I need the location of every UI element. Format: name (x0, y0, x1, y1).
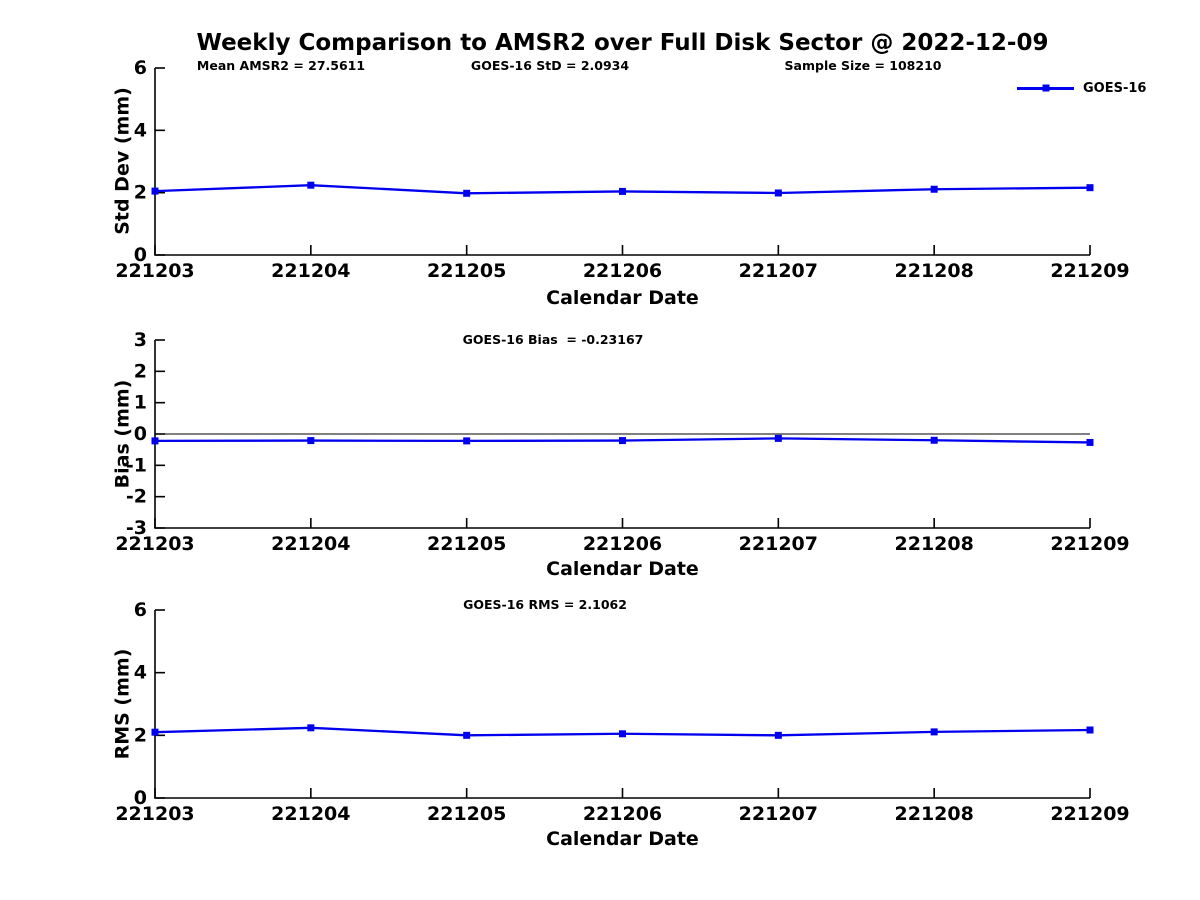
legend-label: GOES-16 (1083, 81, 1147, 96)
x-tick-label: 221207 (739, 533, 818, 555)
x-tick-label: 221209 (1050, 803, 1129, 825)
x-tick-label: 221206 (583, 803, 662, 825)
y-tick-label: -3 (126, 517, 147, 539)
data-point-marker (930, 728, 938, 736)
x-tick-label: 221208 (895, 260, 974, 282)
data-point-marker (463, 731, 471, 739)
data-point-marker (307, 724, 315, 732)
x-tick-label: 221208 (895, 803, 974, 825)
x-tick-label: 221205 (427, 803, 506, 825)
x-tick-label: 221204 (271, 260, 350, 282)
x-tick-label: 221203 (115, 533, 194, 555)
annotation-mean-amsr2: Mean AMSR2 = 27.5611 (196, 58, 366, 73)
data-point-marker (930, 436, 938, 444)
y-tick-label: 1 (134, 392, 147, 414)
data-point-marker (1086, 726, 1094, 734)
data-point-marker (463, 437, 471, 445)
x-tick-label: 221205 (427, 260, 506, 282)
legend-line-sample (1017, 87, 1074, 90)
y-tick-label: 2 (134, 360, 147, 382)
x-axis-label-calendar-date: Calendar Date (546, 287, 699, 309)
data-point-marker (1086, 184, 1094, 192)
x-tick-label: 221203 (115, 803, 194, 825)
x-tick-label: 221208 (895, 533, 974, 555)
x-axis-label-calendar-date: Calendar Date (546, 828, 699, 850)
x-tick-label: 221204 (271, 803, 350, 825)
x-tick-label: 221206 (583, 260, 662, 282)
y-tick-label: 6 (134, 599, 147, 621)
x-tick-label: 221209 (1050, 260, 1129, 282)
y-tick-label: -2 (126, 486, 147, 508)
y-tick-label: -1 (126, 454, 147, 476)
y-axis-label-bias: Bias (mm) (111, 379, 134, 489)
x-tick-label: 221209 (1050, 533, 1129, 555)
x-tick-label: 221205 (427, 533, 506, 555)
y-tick-label: 0 (134, 244, 147, 266)
y-tick-label: 4 (134, 662, 147, 684)
y-tick-label: 3 (134, 329, 147, 351)
x-tick-label: 221206 (583, 533, 662, 555)
x-tick-label: 221207 (739, 260, 818, 282)
y-tick-label: 6 (134, 57, 147, 79)
x-tick-label: 221207 (739, 803, 818, 825)
data-point-marker (619, 437, 626, 445)
data-point-marker (151, 187, 159, 195)
y-axis-label-rms: RMS (mm) (111, 648, 134, 760)
annotation-sample-size: Sample Size = 108210 (784, 58, 942, 73)
data-point-marker (1086, 438, 1094, 446)
data-point-marker (774, 731, 782, 739)
data-point-marker (774, 434, 782, 442)
x-tick-label: 221204 (271, 533, 350, 555)
data-point-marker (151, 728, 159, 736)
y-tick-label: 2 (134, 182, 147, 204)
data-point-marker (774, 189, 782, 197)
data-point-marker (463, 189, 471, 197)
annotation-goes16-std: GOES-16 StD = 2.0934 (470, 58, 630, 73)
x-tick-label: 221203 (115, 260, 194, 282)
y-tick-label: 0 (134, 787, 147, 809)
data-point-marker (151, 437, 159, 445)
data-point-marker (307, 437, 315, 445)
subplot-title-rms: GOES-16 RMS = 2.1062 (463, 597, 627, 612)
data-point-marker (619, 187, 626, 195)
data-point-marker (307, 181, 315, 189)
data-point-marker (930, 185, 938, 193)
y-tick-label: 4 (134, 119, 147, 141)
figure-title: Weekly Comparison to AMSR2 over Full Dis… (196, 30, 1049, 56)
y-tick-label: 2 (134, 724, 147, 746)
legend: GOES-16 (1017, 81, 1146, 96)
data-point-marker (619, 730, 626, 738)
subplot-title-bias: GOES-16 Bias = -0.23167 (462, 332, 644, 347)
x-axis-label-calendar-date: Calendar Date (546, 558, 699, 580)
y-axis-label-stddev: Std Dev (mm) (111, 87, 134, 235)
y-tick-label: 0 (134, 423, 147, 445)
